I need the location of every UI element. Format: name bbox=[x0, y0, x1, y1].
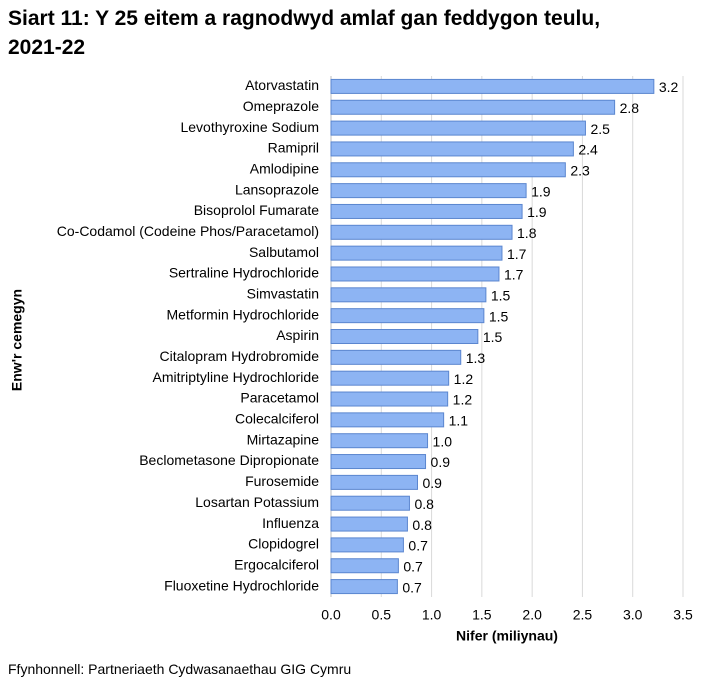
data-label: 0.7 bbox=[408, 538, 428, 554]
data-label: 1.1 bbox=[449, 413, 469, 429]
y-tick-label: Levothyroxine Sodium bbox=[180, 119, 319, 135]
bar bbox=[330, 412, 445, 428]
bar bbox=[330, 433, 429, 449]
y-tick-label: Ergocalciferol bbox=[234, 556, 319, 572]
bar bbox=[330, 495, 410, 511]
y-tick-label: Influenza bbox=[262, 515, 319, 531]
bar bbox=[330, 245, 503, 261]
data-label: 1.9 bbox=[527, 204, 547, 220]
y-tick-label: Amlodipine bbox=[250, 160, 319, 176]
bar bbox=[330, 516, 408, 532]
data-label: 1.3 bbox=[466, 350, 486, 366]
bar bbox=[330, 287, 487, 303]
data-label: 2.3 bbox=[570, 162, 590, 178]
source-note: Ffynhonnell: Partneriaeth Cydwasanaethau… bbox=[8, 661, 352, 677]
bar bbox=[330, 391, 449, 407]
data-label: 1.5 bbox=[491, 288, 511, 304]
data-label: 1.9 bbox=[531, 183, 551, 199]
data-label: 0.7 bbox=[403, 558, 423, 574]
data-label: 1.8 bbox=[517, 225, 537, 241]
data-label: 1.5 bbox=[483, 329, 503, 345]
data-label: 1.5 bbox=[489, 308, 509, 324]
bar bbox=[330, 329, 479, 344]
data-label: 0.8 bbox=[414, 496, 434, 512]
y-tick-label: Amitriptyline Hydrochloride bbox=[152, 369, 319, 385]
bar bbox=[330, 454, 427, 470]
y-tick-label: Beclometasone Dipropionate bbox=[139, 452, 319, 468]
y-tick-label: Bisoprolol Fumarate bbox=[194, 202, 319, 218]
y-tick-label: Sertraline Hydrochloride bbox=[169, 265, 319, 281]
x-tick-label: 1.5 bbox=[472, 607, 492, 623]
y-axis-title: Enw'r cemegyn bbox=[9, 289, 25, 391]
bar bbox=[330, 474, 418, 490]
data-label: 1.7 bbox=[504, 267, 524, 283]
y-tick-label: Omeprazole bbox=[243, 98, 319, 114]
y-tick-label: Fluoxetine Hydrochloride bbox=[164, 577, 319, 593]
y-tick-label: Colecalciferol bbox=[235, 411, 319, 427]
x-axis-title: Nifer (miliynau) bbox=[456, 628, 558, 644]
y-tick-label: Clopidogrel bbox=[248, 536, 319, 552]
data-label: 0.9 bbox=[422, 475, 442, 491]
data-label: 0.7 bbox=[402, 579, 422, 595]
chart-title: Siart 11: Y 25 eitem a ragnodwyd amlaf g… bbox=[8, 7, 601, 59]
bar bbox=[330, 537, 404, 553]
y-tick-label: Furosemide bbox=[245, 473, 319, 489]
bar bbox=[330, 162, 566, 178]
data-label: 1.0 bbox=[433, 433, 453, 449]
bar bbox=[330, 579, 398, 595]
bar bbox=[330, 141, 574, 157]
bar bbox=[330, 349, 462, 365]
bar bbox=[330, 203, 523, 219]
data-label: 2.5 bbox=[590, 121, 610, 137]
x-tick-label: 3.5 bbox=[673, 607, 693, 623]
x-tick-label: 0.5 bbox=[372, 607, 392, 623]
y-tick-label: Losartan Potassium bbox=[195, 494, 319, 510]
data-label: 0.9 bbox=[431, 454, 451, 470]
y-tick-label: Paracetamol bbox=[240, 390, 319, 406]
y-tick-label: Simvastatin bbox=[247, 286, 319, 302]
bar bbox=[330, 99, 616, 115]
data-label: 2.8 bbox=[620, 100, 640, 116]
bar bbox=[330, 308, 485, 324]
bar bbox=[330, 224, 513, 240]
data-label: 2.4 bbox=[578, 142, 598, 158]
bar bbox=[330, 266, 500, 282]
chart: Nifer (miliynau) Enw'r cemegyn 0.0 0.5 1.0… bbox=[9, 76, 693, 644]
y-tick-label: Mirtazapine bbox=[247, 431, 320, 447]
y-tick-label: Lansoprazole bbox=[235, 181, 319, 197]
data-label: 3.2 bbox=[659, 79, 679, 95]
x-tick-label: 1.0 bbox=[422, 607, 442, 623]
data-label: 1.2 bbox=[454, 371, 474, 387]
x-tick-label: 2.5 bbox=[573, 607, 593, 623]
bar bbox=[330, 78, 655, 94]
data-label: 0.8 bbox=[412, 517, 432, 533]
data-label: 1.2 bbox=[453, 392, 473, 408]
y-tick-label: Metformin Hydrochloride bbox=[167, 306, 320, 322]
y-tick-label: Citalopram Hydrobromide bbox=[159, 348, 319, 364]
y-tick-label: Co-Codamol (Codeine Phos/Paracetamol) bbox=[57, 223, 319, 239]
bar bbox=[330, 558, 399, 574]
x-tick-label: 3.0 bbox=[623, 607, 643, 623]
y-tick-label: Ramipril bbox=[268, 140, 319, 156]
bar bbox=[330, 370, 450, 386]
bar bbox=[330, 183, 527, 199]
x-tick-label: 2.0 bbox=[522, 607, 542, 623]
bar bbox=[330, 120, 586, 136]
y-tick-label: Salbutamol bbox=[249, 244, 319, 260]
x-tick-label: 0.0 bbox=[321, 607, 341, 623]
y-tick-label: Aspirin bbox=[276, 327, 319, 343]
data-label: 1.7 bbox=[507, 246, 527, 262]
y-tick-label: Atorvastatin bbox=[245, 77, 319, 93]
